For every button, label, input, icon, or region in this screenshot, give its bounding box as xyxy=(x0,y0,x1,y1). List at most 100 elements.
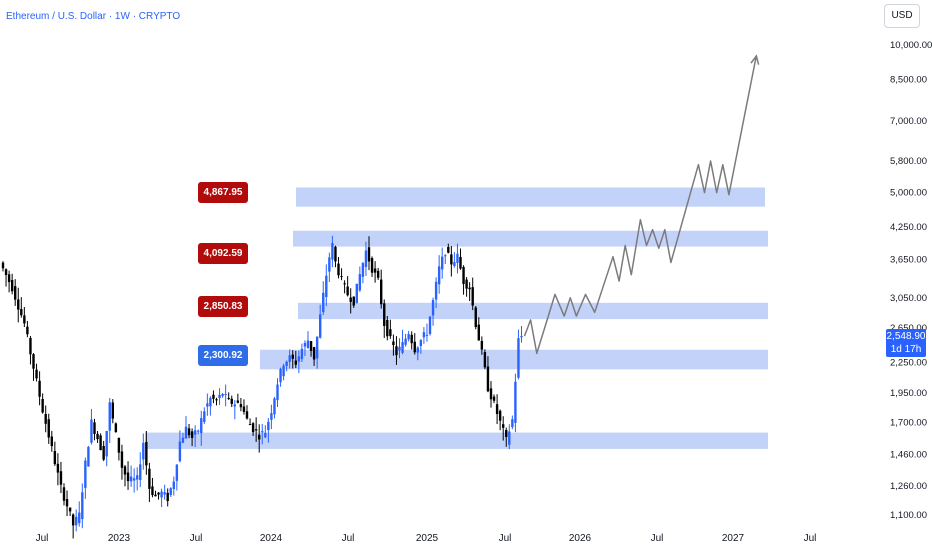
candle xyxy=(279,367,282,387)
candle xyxy=(285,360,288,372)
candle xyxy=(471,277,474,311)
candle xyxy=(56,453,60,486)
candle xyxy=(367,236,371,271)
candle xyxy=(120,444,124,480)
candle xyxy=(489,381,493,408)
x-tick-label: Jul xyxy=(36,533,49,544)
zone-0 xyxy=(296,187,765,207)
x-tick-label: Jul xyxy=(651,533,664,544)
x-tick-label: 2023 xyxy=(108,533,131,544)
candle xyxy=(75,509,78,532)
candle xyxy=(81,483,84,529)
candle xyxy=(294,350,297,369)
y-tick-label: 1,260.00 xyxy=(890,481,927,492)
candle xyxy=(38,371,41,406)
candle xyxy=(126,461,130,490)
candle xyxy=(288,349,291,369)
candle xyxy=(254,417,258,442)
candle xyxy=(340,268,343,281)
candle xyxy=(71,513,75,539)
candle xyxy=(511,415,514,430)
candle xyxy=(157,492,160,500)
candle xyxy=(78,501,81,527)
candle xyxy=(96,430,99,443)
projection-arrowhead xyxy=(750,54,760,65)
level-label-4867: 4,867.95 xyxy=(198,182,248,203)
candle xyxy=(370,256,374,277)
last-price-tag: 2,548.90 1d 17h xyxy=(886,329,926,357)
candle xyxy=(35,363,38,382)
candle xyxy=(209,396,212,416)
candle xyxy=(132,468,136,493)
x-tick-label: Jul xyxy=(804,533,817,544)
level-label-2850: 2,850.83 xyxy=(198,296,248,317)
candle xyxy=(148,462,151,502)
candle xyxy=(59,461,63,494)
candle xyxy=(373,261,377,283)
candle xyxy=(447,243,450,254)
candle xyxy=(251,422,255,437)
candle xyxy=(215,397,218,406)
x-axis: Jul 2023 Jul 2024 Jul 2025 Jul 2026 Jul 2027 Jul xyxy=(36,533,817,544)
candle xyxy=(93,418,96,441)
candle xyxy=(197,429,200,435)
candle xyxy=(425,323,429,342)
candle xyxy=(441,247,444,279)
zones-layer xyxy=(145,187,768,449)
candle xyxy=(166,488,169,507)
candle xyxy=(407,330,410,342)
candle xyxy=(102,440,105,462)
candle xyxy=(203,407,206,425)
candle xyxy=(502,416,505,441)
candle xyxy=(355,283,358,304)
y-axis: 1,100.00 1,260.00 1,460.00 1,700.00 1,950.00… xyxy=(890,40,932,521)
candle xyxy=(184,416,188,439)
candle xyxy=(422,327,426,344)
candle xyxy=(117,437,121,461)
candle xyxy=(343,280,346,294)
candle xyxy=(200,410,203,446)
candle xyxy=(358,266,362,292)
candle xyxy=(218,388,221,405)
candle xyxy=(187,423,191,439)
y-tick-label: 1,950.00 xyxy=(890,388,927,399)
candle xyxy=(178,430,182,463)
candle xyxy=(258,424,261,453)
candle xyxy=(331,235,334,268)
y-tick-label: 4,250.00 xyxy=(890,222,927,233)
candle xyxy=(273,396,276,419)
candle xyxy=(498,409,502,431)
candle xyxy=(169,487,172,498)
candle xyxy=(99,433,102,451)
y-tick-label: 8,500.00 xyxy=(890,75,927,86)
candle xyxy=(322,281,325,316)
candle xyxy=(245,405,249,420)
candle xyxy=(456,243,459,274)
chart-title: Ethereum / U.S. Dollar · 1W · CRYPTO xyxy=(6,11,181,22)
y-tick-label: 10,000.00 xyxy=(890,40,932,51)
candle xyxy=(431,297,435,326)
zone-1 xyxy=(293,230,768,247)
candle xyxy=(136,467,139,491)
candle xyxy=(17,287,20,323)
currency-button[interactable]: USD xyxy=(884,4,920,28)
candle xyxy=(416,346,419,361)
candle xyxy=(328,252,331,282)
candle xyxy=(514,373,517,433)
candle xyxy=(395,336,398,365)
candle xyxy=(32,353,35,381)
candle xyxy=(349,288,352,314)
candle xyxy=(227,392,230,401)
candle xyxy=(233,400,236,420)
candle xyxy=(193,425,197,448)
y-tick-label: 1,460.00 xyxy=(890,450,927,461)
candle xyxy=(520,326,523,343)
candle xyxy=(392,334,395,356)
x-tick-label: Jul xyxy=(190,533,203,544)
candle xyxy=(434,277,438,309)
candle xyxy=(212,390,215,404)
candle xyxy=(20,297,23,318)
candle xyxy=(508,424,511,450)
candle xyxy=(44,405,47,433)
